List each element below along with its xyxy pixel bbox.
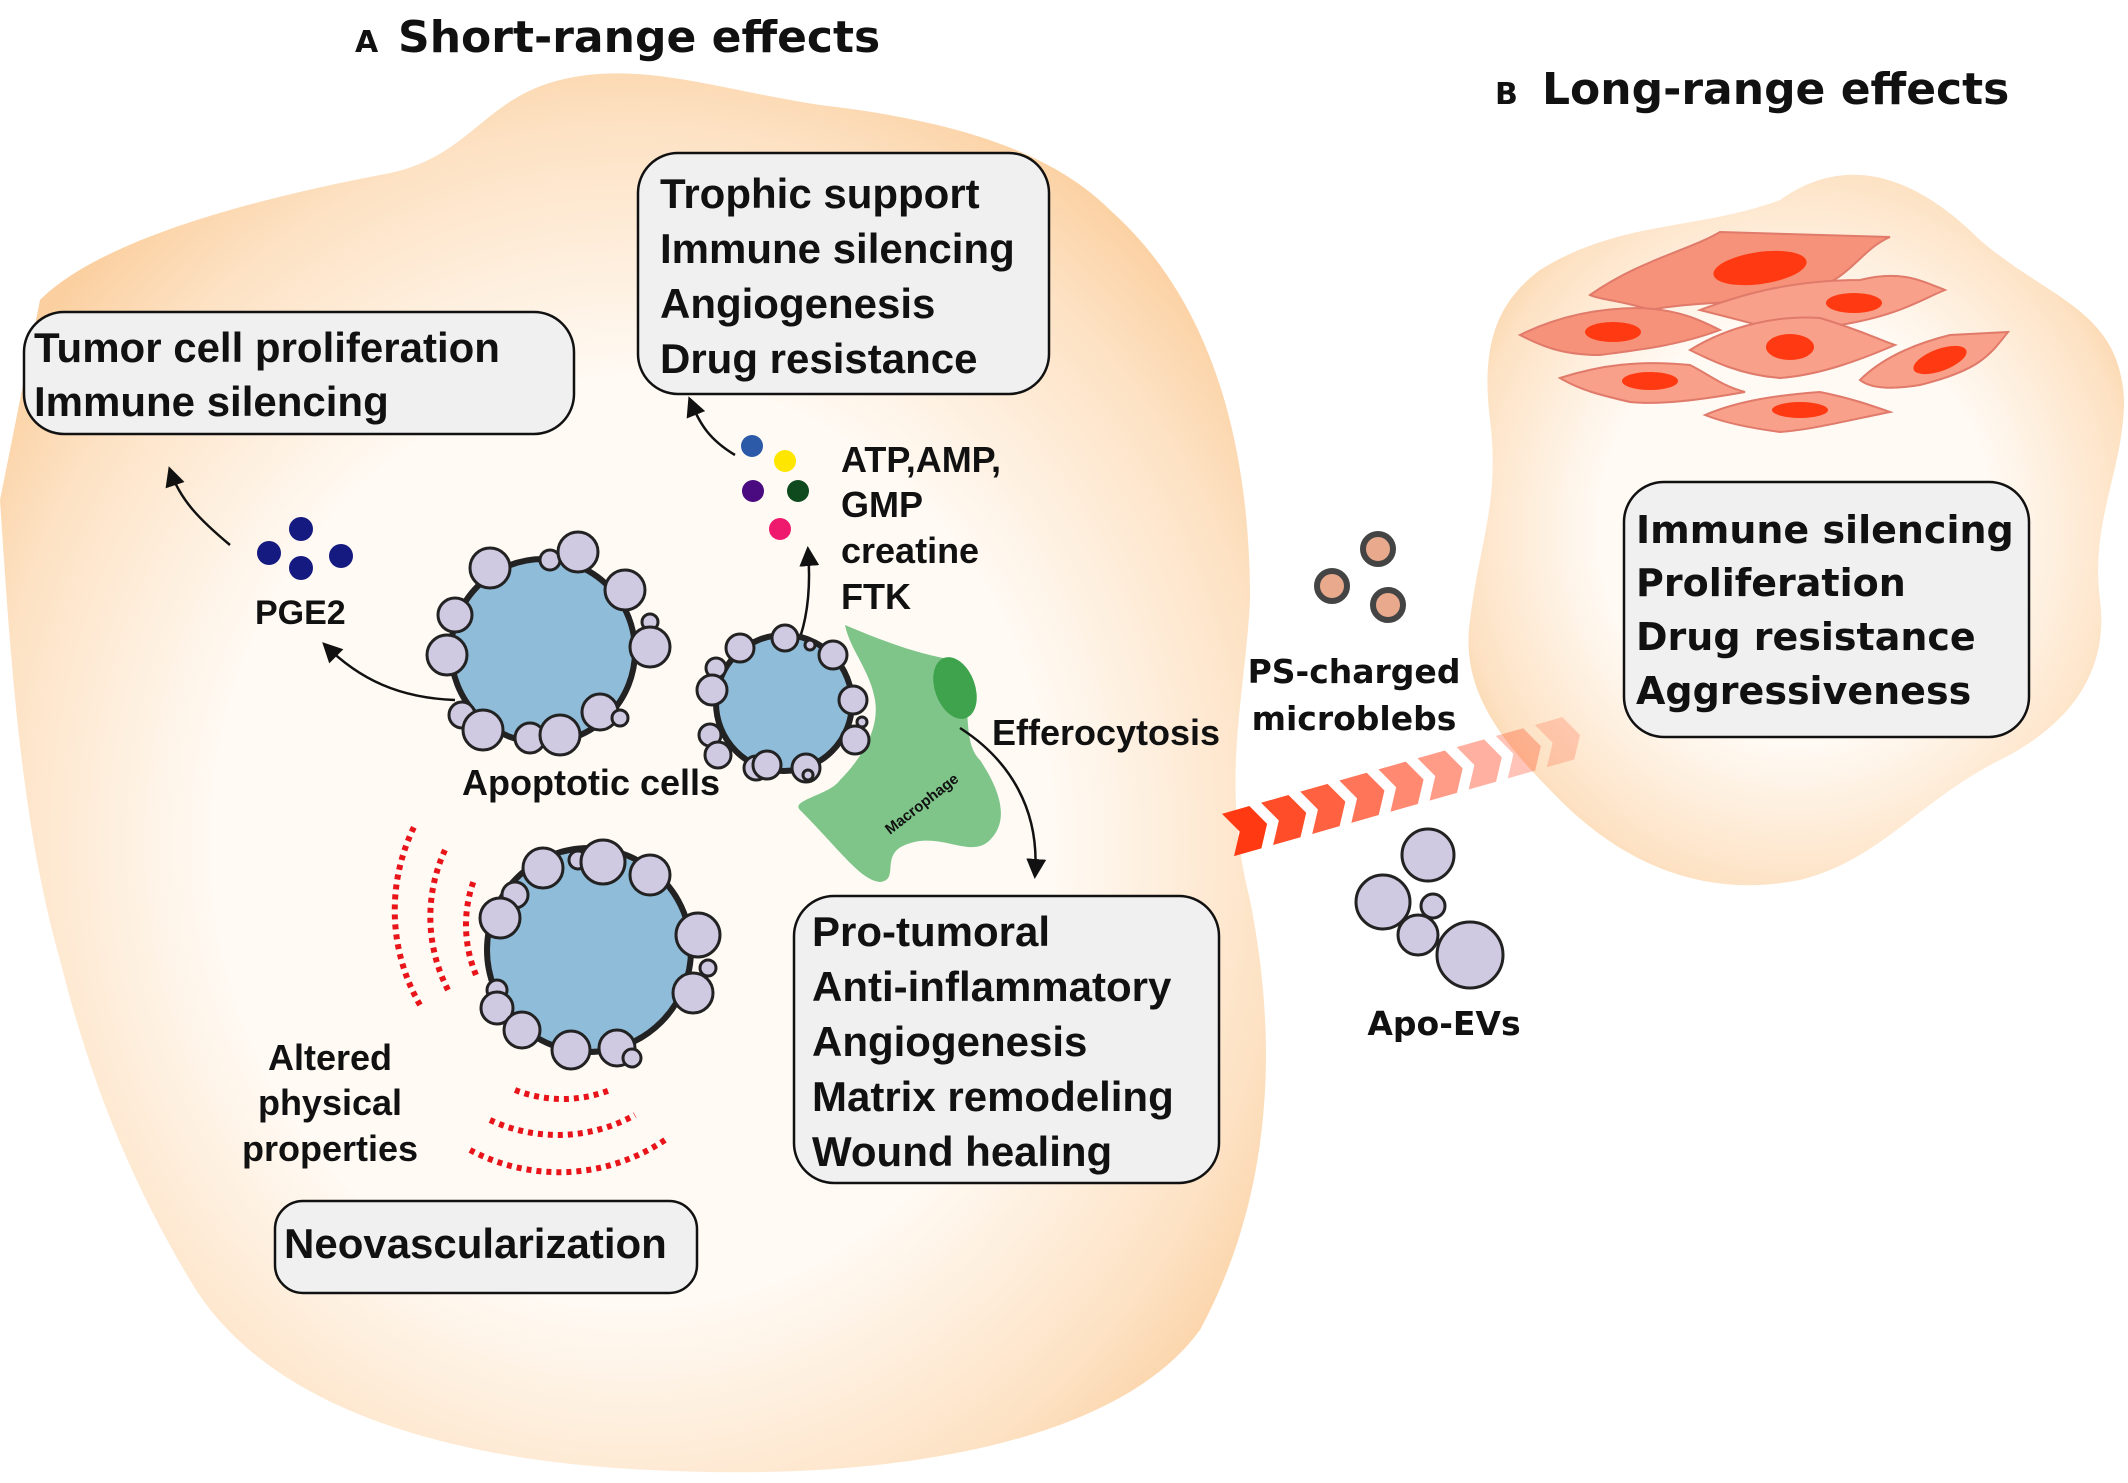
box-neovascularization: Neovascularization bbox=[273, 1199, 699, 1295]
pge2-molecules bbox=[257, 517, 353, 580]
svg-text:Immune silencing: Immune silencing bbox=[1636, 508, 2014, 552]
panel-b-letter: B bbox=[1495, 77, 1518, 112]
arrow-to-tumor-box bbox=[165, 466, 231, 546]
microblebs-label: PS-charged bbox=[1248, 652, 1461, 691]
apoptotic-cell bbox=[695, 623, 871, 784]
panel-a-letter: A bbox=[355, 25, 379, 60]
metabolite-label: ATP,AMP, bbox=[841, 439, 1001, 480]
svg-text:Pro-tumoral: Pro-tumoral bbox=[812, 908, 1050, 955]
arrow-chevron bbox=[1495, 728, 1541, 779]
altered-label: physical bbox=[258, 1082, 402, 1123]
svg-text:Angiogenesis: Angiogenesis bbox=[660, 280, 935, 327]
arrow-chevron bbox=[1534, 717, 1581, 768]
box-trophic-support: Trophic support Immune silencing Angioge… bbox=[636, 151, 1051, 396]
arrow-to-trophic-box bbox=[686, 396, 736, 457]
ps-microblebs bbox=[1314, 531, 1406, 623]
apoptotic-cell bbox=[425, 530, 672, 757]
altered-label: properties bbox=[242, 1128, 418, 1169]
altered-physical-waves bbox=[391, 823, 667, 1176]
efferocytosis-label: Efferocytosis bbox=[992, 712, 1220, 753]
svg-text:Trophic support: Trophic support bbox=[660, 170, 980, 217]
apoptotic-cell-altered bbox=[478, 838, 722, 1071]
svg-text:Drug resistance: Drug resistance bbox=[660, 335, 977, 382]
altered-label: Altered bbox=[268, 1037, 392, 1078]
microblebs-label: microblebs bbox=[1252, 699, 1457, 738]
arrow-chevron bbox=[1339, 772, 1385, 823]
svg-text:Wound healing: Wound healing bbox=[812, 1128, 1112, 1175]
transfer-arrow bbox=[1221, 717, 1581, 857]
box-long-range-effects: Immune silencing Proliferation Drug resi… bbox=[1622, 480, 2031, 739]
svg-text:Angiogenesis: Angiogenesis bbox=[812, 1018, 1087, 1065]
svg-text:Proliferation: Proliferation bbox=[1636, 561, 1906, 605]
macrophage: Macrophage bbox=[798, 625, 1001, 882]
svg-text:Anti-inflammatory: Anti-inflammatory bbox=[812, 963, 1172, 1010]
apo-evs bbox=[1354, 827, 1505, 990]
arrow-chevron bbox=[1417, 750, 1463, 801]
pge2-label: PGE2 bbox=[255, 594, 346, 632]
arrow-chevron bbox=[1456, 739, 1502, 790]
metabolite-molecules bbox=[741, 435, 809, 540]
panel-a-title: Short-range effects bbox=[398, 12, 880, 63]
svg-text:Immune silencing: Immune silencing bbox=[34, 378, 389, 425]
arrow-chevron bbox=[1261, 794, 1307, 846]
svg-text:Aggressiveness: Aggressiveness bbox=[1636, 669, 1971, 713]
box-macrophage-effects: Pro-tumoral Anti-inflammatory Angiogenes… bbox=[792, 894, 1221, 1185]
tumor-cells bbox=[1517, 230, 2011, 434]
metabolite-label: FTK bbox=[841, 576, 911, 617]
panel-b-title: Long-range effects bbox=[1542, 64, 2009, 115]
arrow-chevron bbox=[1378, 761, 1424, 812]
metabolite-label: GMP bbox=[841, 484, 923, 525]
arrow-chevron bbox=[1221, 806, 1268, 857]
svg-text:Matrix remodeling: Matrix remodeling bbox=[812, 1073, 1174, 1120]
arrow-to-pge2 bbox=[322, 642, 456, 702]
svg-text:Neovascularization: Neovascularization bbox=[284, 1220, 667, 1267]
arrow-chevron bbox=[1300, 783, 1346, 834]
box-tumor-proliferation: Tumor cell proliferation Immune silencin… bbox=[22, 310, 576, 436]
arrow-to-macrophage-box bbox=[959, 726, 1047, 879]
svg-text:Immune silencing: Immune silencing bbox=[660, 225, 1015, 272]
svg-text:Drug resistance: Drug resistance bbox=[1636, 615, 1976, 659]
svg-text:Tumor cell proliferation: Tumor cell proliferation bbox=[34, 324, 500, 371]
apoptotic-cells-label: Apoptotic cells bbox=[462, 762, 720, 803]
metabolite-label: creatine bbox=[841, 530, 979, 571]
apo-evs-label: Apo-EVs bbox=[1367, 1004, 1520, 1043]
